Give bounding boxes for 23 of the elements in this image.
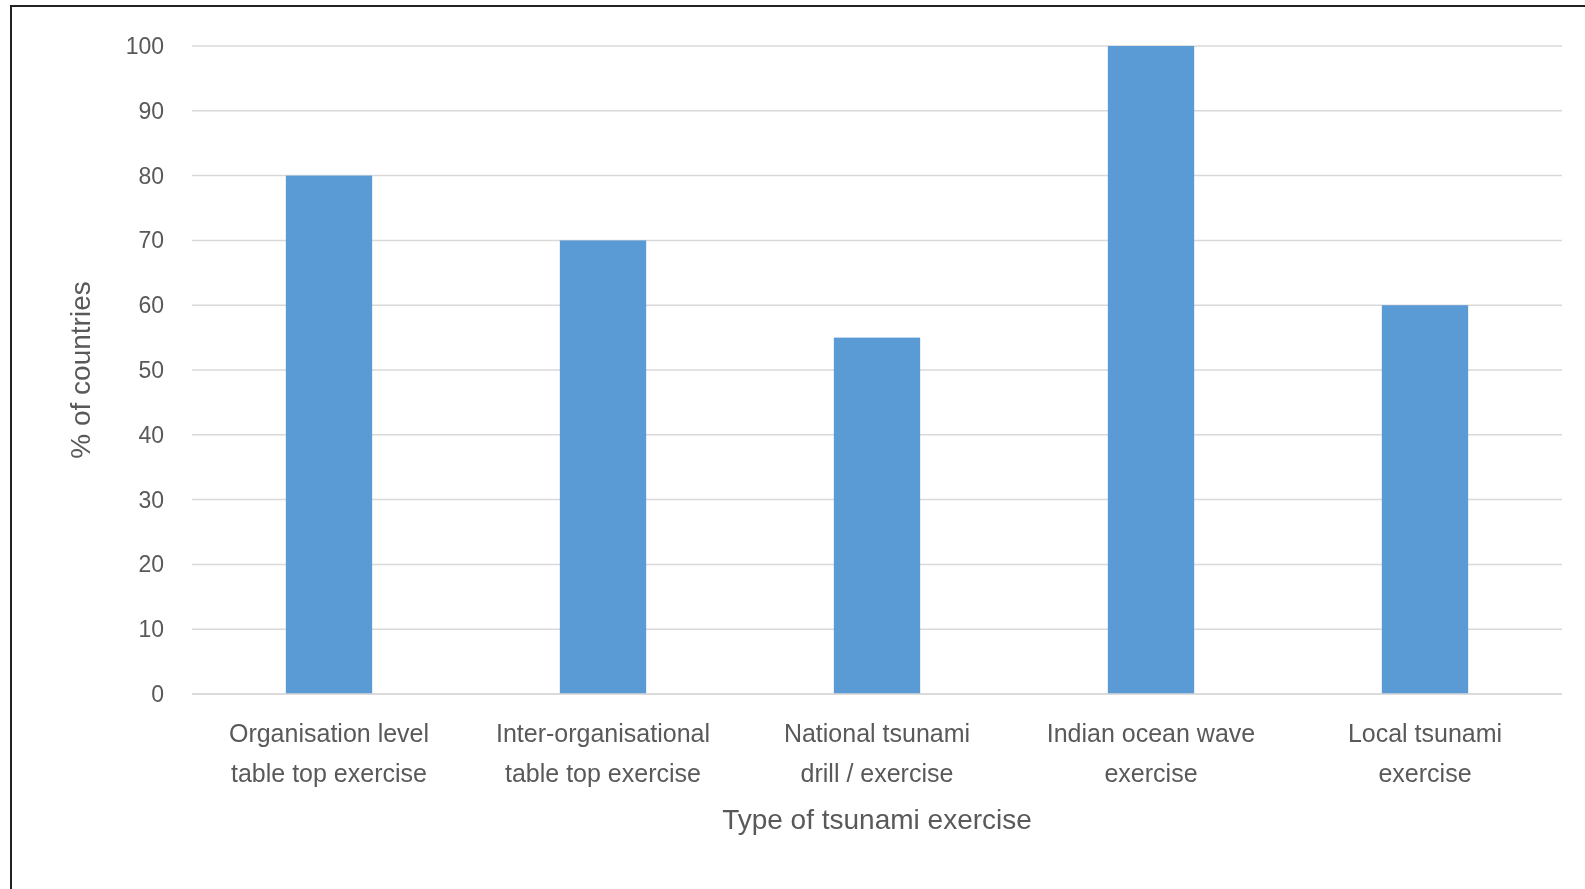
y-tick-label: 90 — [138, 97, 164, 124]
y-tick-label: 80 — [138, 162, 164, 189]
y-tick-label: 10 — [138, 616, 164, 643]
y-tick-label: 60 — [138, 292, 164, 319]
y-tick-label: 0 — [151, 681, 164, 708]
y-tick-label: 20 — [138, 551, 164, 578]
y-tick-label: 50 — [138, 357, 164, 384]
bar — [1107, 46, 1195, 694]
bar — [559, 240, 647, 694]
y-tick-label: 70 — [138, 227, 164, 254]
bar — [285, 175, 373, 694]
y-tick-label: 100 — [125, 33, 164, 60]
x-tick-label: Inter-organisational table top exercise — [495, 719, 711, 787]
y-tick-label: 40 — [138, 421, 164, 448]
bar — [1381, 305, 1469, 694]
y-axis-title: % of countries — [65, 281, 96, 459]
bar — [833, 337, 921, 694]
x-tick-label: Indian ocean wave exercise — [1046, 719, 1256, 787]
x-tick-label: Local tsunami exercise — [1347, 719, 1503, 787]
x-tick-label: Organisation level table top exercise — [228, 719, 430, 787]
x-tick-label: National tsunami drill / exercise — [783, 719, 971, 787]
x-axis-title: Type of tsunami exercise — [722, 804, 1032, 835]
y-tick-label: 30 — [138, 486, 164, 513]
